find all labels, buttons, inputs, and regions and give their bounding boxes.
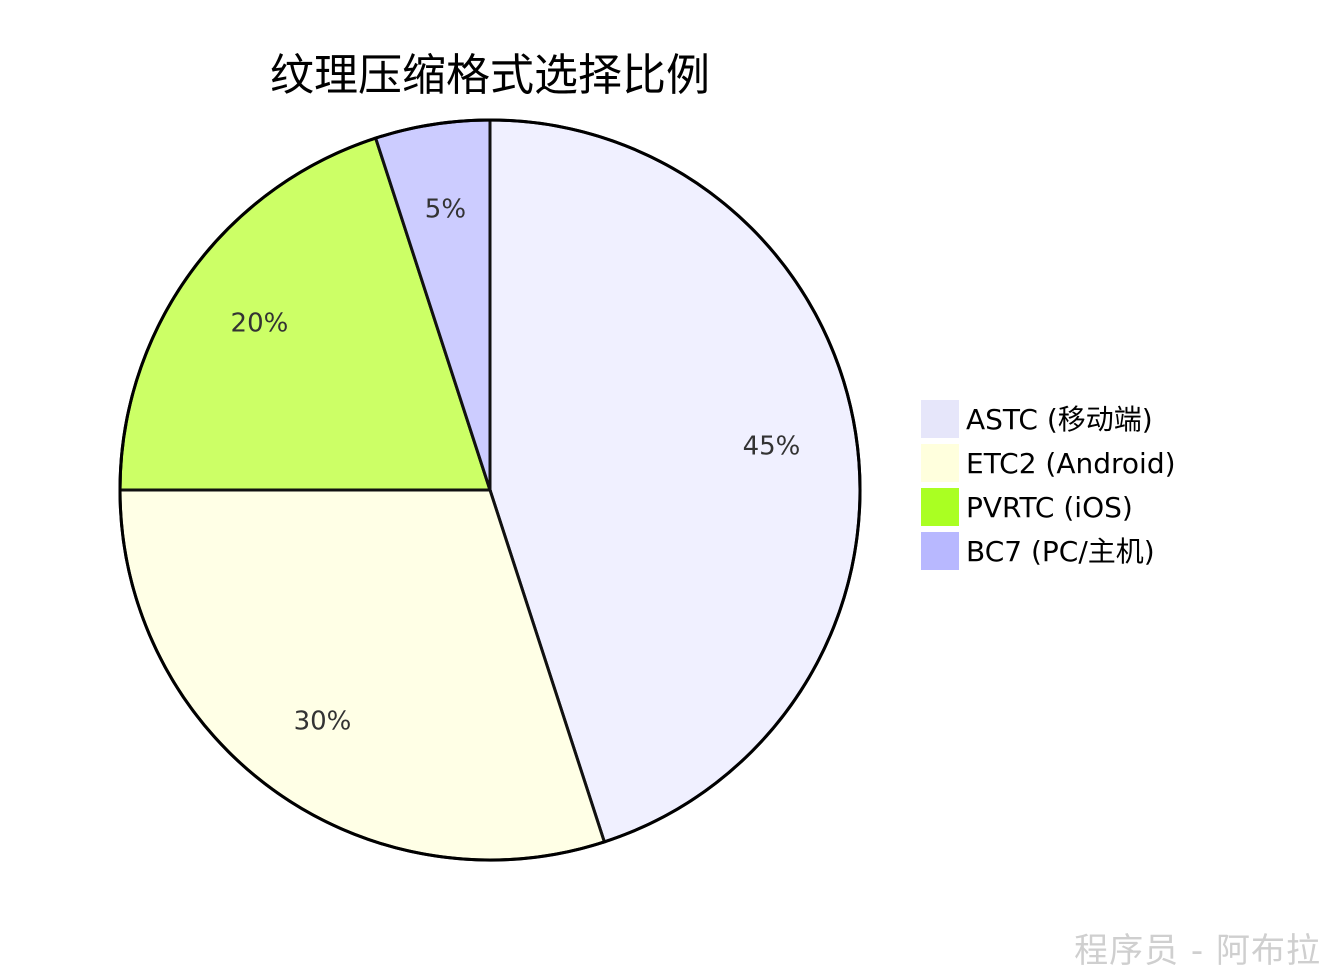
legend-item-1: ETC2 (Android) <box>921 444 1176 482</box>
slice-labels: 45% 30% 20% 5% <box>231 195 801 737</box>
legend-swatch-2 <box>921 488 959 526</box>
slice-label-1: 30% <box>294 707 352 737</box>
legend-item-2: PVRTC (iOS) <box>921 488 1133 526</box>
chart-title: 纹理压缩格式选择比例 <box>270 50 710 101</box>
legend-label-3: BC7 (PC/主机) <box>966 535 1155 568</box>
legend-label-2: PVRTC (iOS) <box>966 491 1133 524</box>
legend: ASTC (移动端) ETC2 (Android) PVRTC (iOS) BC7 (… <box>921 400 1176 570</box>
legend-label-1: ETC2 (Android) <box>966 447 1176 480</box>
legend-label-0: ASTC (移动端) <box>966 403 1153 436</box>
legend-swatch-0 <box>921 400 959 438</box>
watermark: 程序员 - 阿布拉 <box>1074 931 1321 971</box>
legend-item-3: BC7 (PC/主机) <box>921 532 1155 570</box>
slice-label-2: 20% <box>231 308 289 338</box>
legend-item-0: ASTC (移动端) <box>921 400 1153 438</box>
pie-outline <box>118 118 862 862</box>
legend-swatch-1 <box>921 444 959 482</box>
slice-label-0: 45% <box>743 431 801 461</box>
pie-slices <box>118 118 862 862</box>
slice-label-3: 5% <box>425 195 466 225</box>
legend-swatch-3 <box>921 532 959 570</box>
